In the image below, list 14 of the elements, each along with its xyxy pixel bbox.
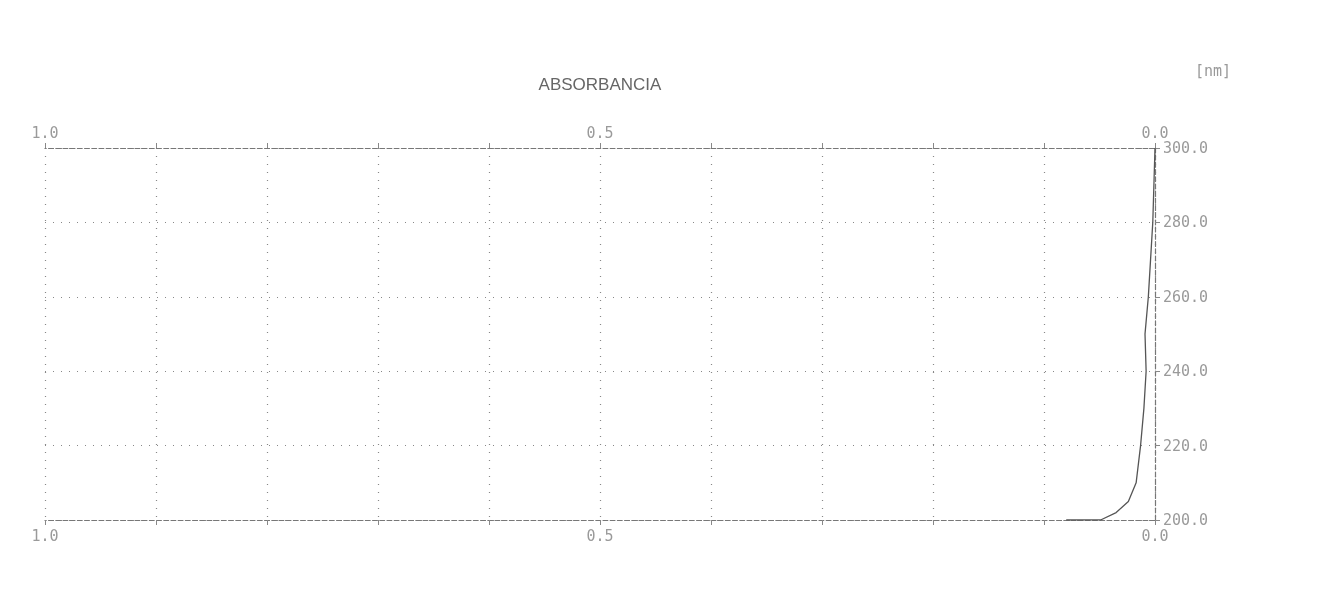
y-tick-label: 220.0 xyxy=(1163,436,1209,455)
y-tick-label: 260.0 xyxy=(1163,287,1209,306)
y-tick-label: 300.0 xyxy=(1163,139,1209,157)
x2-tick-label: 0.0 xyxy=(1141,123,1169,142)
x-tick-label: 1.0 xyxy=(31,526,59,545)
x-tick-label: 0.0 xyxy=(1141,526,1169,545)
y-tick-label: 280.0 xyxy=(1163,213,1209,232)
x2-tick-label: 1.0 xyxy=(31,123,59,142)
y-axis-title: [nm] xyxy=(1195,61,1232,80)
x-tick-label: 0.5 xyxy=(586,526,614,545)
y-tick-label: 240.0 xyxy=(1163,362,1209,381)
x2-tick-label: 0.5 xyxy=(586,123,614,142)
y-tick-label: 200.0 xyxy=(1163,511,1209,529)
x-axis-title: ABSORBANCIA xyxy=(538,75,663,94)
